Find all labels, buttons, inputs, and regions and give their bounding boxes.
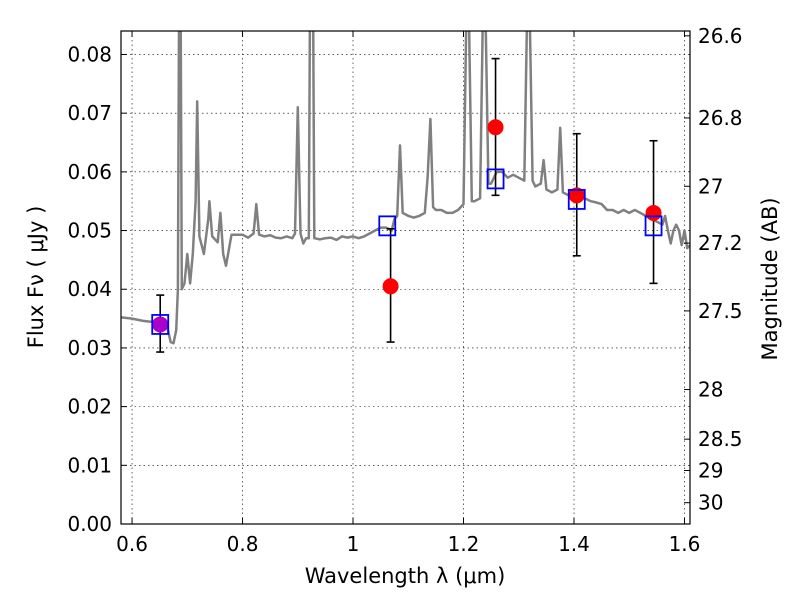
- y-tick-label: 0.01: [67, 453, 112, 477]
- x-tick-label: 1.4: [558, 532, 590, 556]
- y-tick-label: 0.05: [67, 219, 112, 243]
- y-tick-label: 0.00: [67, 512, 112, 536]
- data-point-circle: [645, 204, 662, 221]
- model-point-square: [151, 314, 170, 335]
- model-spectrum: [121, 31, 690, 345]
- y-tick-label: 0.07: [67, 101, 112, 125]
- x-tick-label: 0.6: [116, 532, 148, 556]
- x-tick-label: 1: [347, 532, 360, 556]
- y2-tick-label: 29: [698, 458, 723, 482]
- data-point-circle: [152, 316, 169, 333]
- y2-tick-label: 26.6: [698, 24, 743, 48]
- x-axis-label: Wavelength λ (μm): [305, 564, 506, 588]
- y2-tick-label: 30: [698, 491, 723, 515]
- y-tick-label: 0.02: [67, 395, 112, 419]
- y2-axis-label: Magnitude (AB): [758, 197, 782, 360]
- model-point-square: [378, 215, 397, 237]
- y2-tick-label: 27: [698, 174, 723, 198]
- plot-frame: [120, 30, 691, 525]
- model-point-square: [567, 189, 586, 210]
- x-tick-label: 1.2: [448, 532, 480, 556]
- y-tick-label: 0.06: [67, 160, 112, 184]
- y-tick-label: 0.04: [67, 277, 112, 301]
- grid: [121, 31, 690, 525]
- model-point-square: [486, 168, 505, 190]
- y2-tick-label: 27.5: [698, 299, 743, 323]
- data-point-circle: [487, 119, 504, 136]
- y2-tick-label: 28: [698, 378, 723, 402]
- y2-tick-label: 26.8: [698, 106, 743, 130]
- x-tick-label: 1.6: [669, 532, 701, 556]
- data-markers: [151, 57, 663, 353]
- y2-tick-label: 27.2: [698, 231, 743, 255]
- y2-tick-label: 28.5: [698, 427, 743, 451]
- x-tick-label: 0.8: [227, 532, 259, 556]
- y-axis-label: Flux Fν ( μJy ): [24, 206, 48, 349]
- y-tick-label: 0.03: [67, 336, 112, 360]
- data-point-circle: [382, 278, 399, 295]
- model-point-square: [644, 215, 663, 237]
- y-tick-label: 0.08: [67, 42, 112, 66]
- axis-ticks: 0.6 0.8 1 1.2 1.4 1.6 0.00 0.01 0.02 0.03 0.04 0.05…: [67, 24, 742, 556]
- model-spectrum-line: [121, 31, 690, 345]
